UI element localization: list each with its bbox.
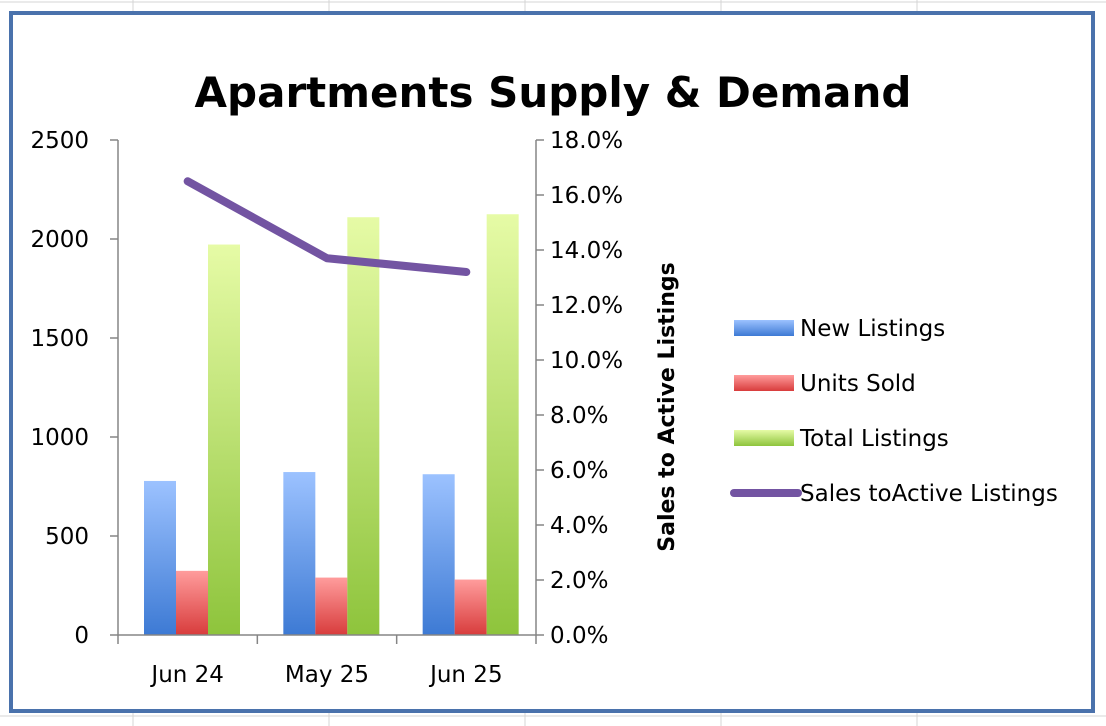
right-tick-label: 0.0% [550,623,608,649]
left-tick-label: 500 [45,524,89,550]
right-tick-label: 14.0% [550,238,623,264]
bar-new-listings [422,474,455,635]
left-tick-label: 0 [74,623,89,649]
legend-label-new-listings: New Listings [800,316,945,342]
legend-label-units-sold: Units Sold [800,371,916,397]
bar-total-listings [208,244,240,635]
left-axis-ticks: 0 500 1000 1500 2000 2500 [30,128,118,649]
left-tick-label: 1000 [30,425,89,451]
bar-group [144,214,519,635]
bar-new-listings [144,480,176,635]
x-tick-label: Jun 24 [149,662,224,688]
bar-total-listings [486,214,519,635]
legend-label-total-listings: Total Listings [799,426,949,452]
x-tick-label: May 25 [285,662,369,688]
sales-to-active-point [187,180,189,182]
bar-units-sold [176,570,208,635]
right-tick-label: 16.0% [550,183,623,209]
legend: New Listings Units Sold Total Listings S… [730,316,1058,507]
right-axis-ticks: 0.0% 2.0% 4.0% 6.0% 8.0% 10.0% 12.0% 14.0% 16.0%… [536,128,623,649]
legend-swatch-total-listings [734,430,794,446]
bar-units-sold [315,577,348,635]
right-tick-label: 6.0% [550,458,608,484]
chart-frame[interactable]: Apartments Supply & Demand 0 500 1000 1500 2… [9,11,1095,713]
legend-label-sales-to-active: Sales toActive Listings [800,481,1058,507]
right-tick-label: 2.0% [550,568,608,594]
right-tick-label: 18.0% [550,128,623,154]
right-tick-label: 12.0% [550,293,623,319]
chart: Apartments Supply & Demand 0 500 1000 1500 2… [30,68,1058,688]
x-axis-ticks: Jun 24 May 25 Jun 25 [117,635,537,688]
bar-units-sold [454,579,487,635]
right-tick-label: 8.0% [550,403,608,429]
left-tick-label: 2000 [30,227,89,253]
right-tick-label: 10.0% [550,348,623,374]
bar-total-listings [347,217,380,635]
sales-to-active-point [326,257,328,259]
sales-to-active-point [465,271,467,273]
right-tick-label: 4.0% [550,513,608,539]
legend-swatch-units-sold [734,375,794,391]
bar-new-listings [283,472,316,635]
line-series [183,177,471,276]
left-tick-label: 2500 [30,128,89,154]
right-axis-title: Sales to Active Listings [655,262,680,551]
chart-title: Apartments Supply & Demand [195,68,912,117]
x-tick-label: Jun 25 [428,662,503,688]
legend-swatch-new-listings [734,320,794,336]
left-tick-label: 1500 [30,326,89,352]
axes [117,140,537,636]
